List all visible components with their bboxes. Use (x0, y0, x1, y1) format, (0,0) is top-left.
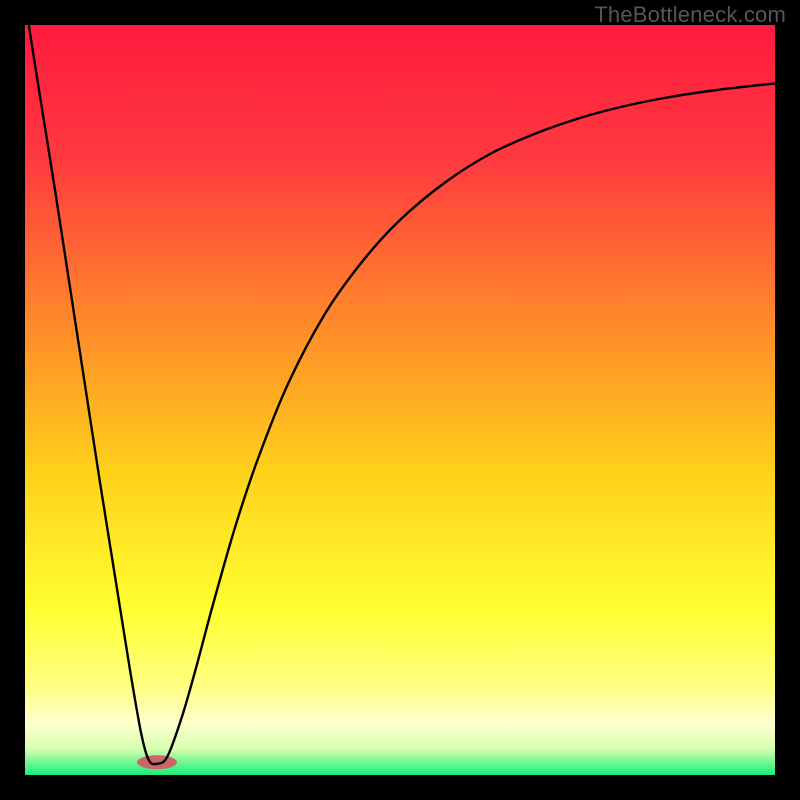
chart-curve-layer (25, 25, 775, 775)
watermark-text: TheBottleneck.com (594, 2, 786, 28)
chart-frame: TheBottleneck.com (0, 0, 800, 800)
bottleneck-curve (29, 25, 775, 764)
minimum-marker (137, 755, 177, 769)
